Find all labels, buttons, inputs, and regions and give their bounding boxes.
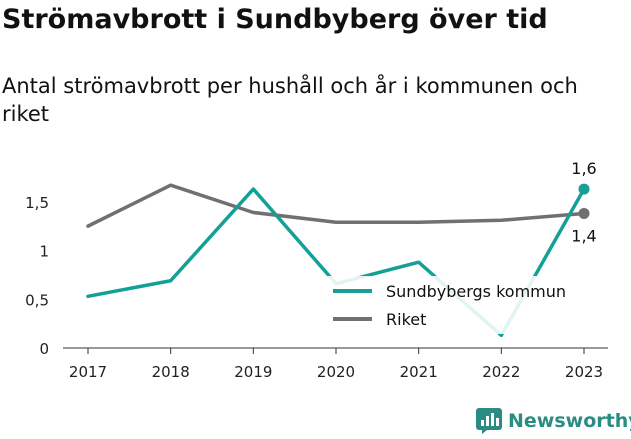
brand-name: Newsworthy: [508, 410, 631, 432]
y-tick-label: 0: [39, 340, 49, 358]
x-tick-label: 2023: [565, 363, 603, 381]
chart-subtitle: Antal strömavbrott per hushåll och år i …: [2, 74, 578, 126]
brand-logo: Newsworthy: [476, 408, 631, 434]
y-tick-label: 1: [39, 243, 49, 261]
legend-label: Riket: [386, 310, 426, 329]
x-tick-label: 2021: [400, 363, 438, 381]
x-tick-label: 2018: [152, 363, 190, 381]
x-tick-label: 2019: [234, 363, 272, 381]
series-line-riket: [86, 183, 586, 228]
end-value-label: 1,4: [571, 226, 596, 245]
chart-title: Strömavbrott i Sundbyberg över tid: [2, 4, 548, 35]
x-tick-label: 2017: [69, 363, 107, 381]
y-tick-label: 1,5: [25, 194, 49, 212]
x-tick-label: 2020: [317, 363, 355, 381]
series-end-point-sundbybergs-kommun: [578, 183, 590, 195]
series-end-point-riket: [578, 207, 590, 219]
y-tick-label: 0,5: [25, 291, 49, 309]
legend-background: [326, 276, 588, 334]
y-axis: 0 0,5 1 1,5: [25, 194, 49, 358]
x-axis: 2017 2018 2019 2020 2021 2022 2023: [63, 347, 608, 381]
newsworthy-logo-icon: [476, 408, 502, 434]
x-tick-label: 2022: [482, 363, 520, 381]
legend-label: Sundbybergs kommun: [386, 282, 566, 301]
legend: Sundbybergs kommun Riket: [326, 276, 588, 334]
end-value-label: 1,6: [571, 159, 596, 178]
line-chart: 0 0,5 1 1,5 2017 2018 2019 2020 2021 2022 2023 1,…: [25, 159, 608, 381]
